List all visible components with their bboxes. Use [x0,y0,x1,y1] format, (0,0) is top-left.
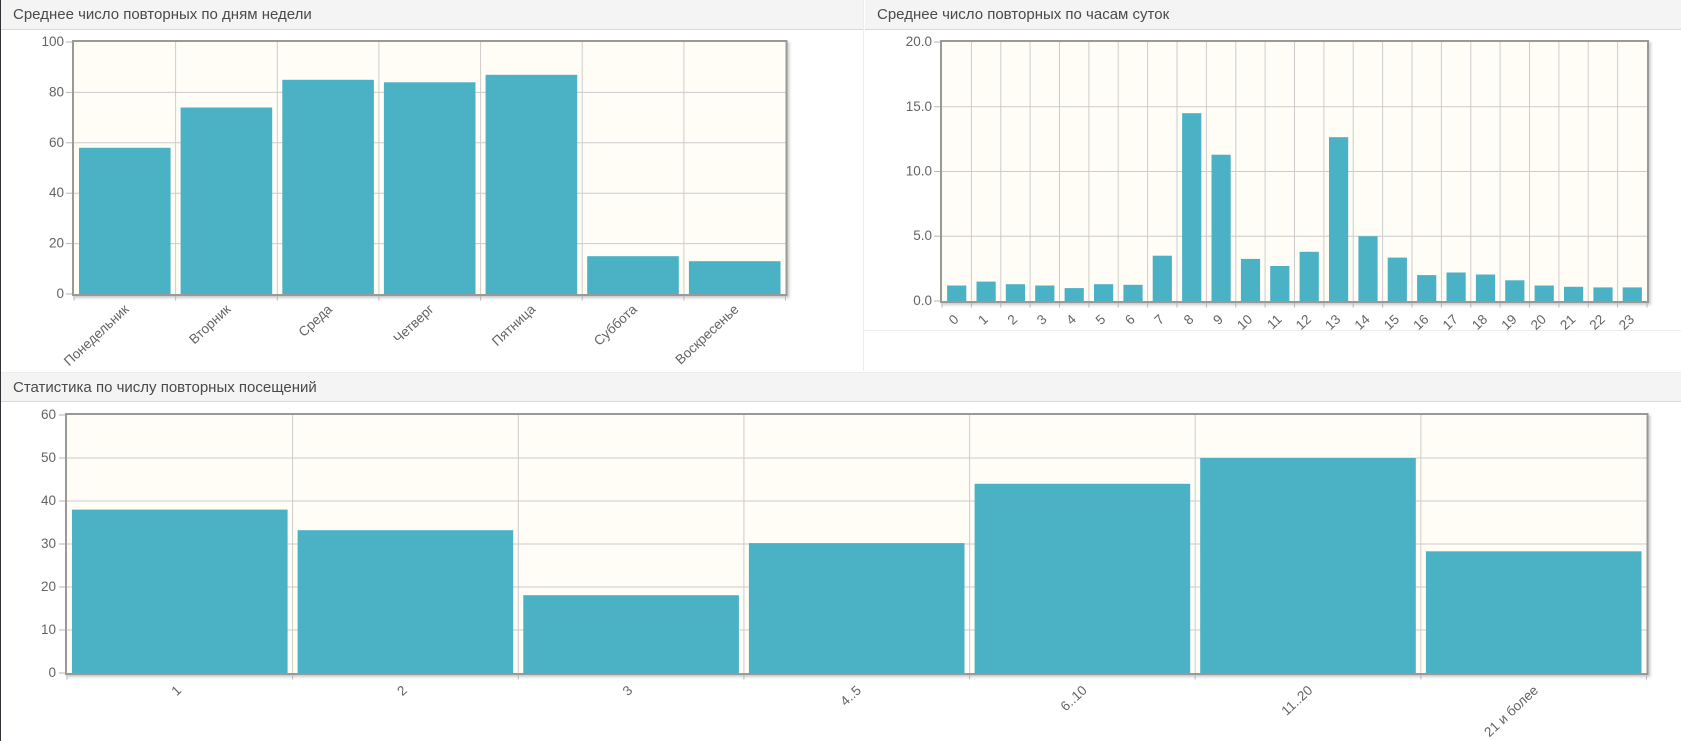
svg-text:50: 50 [41,450,56,465]
svg-text:0: 0 [56,286,64,301]
svg-text:80: 80 [49,84,64,99]
svg-text:20: 20 [1528,312,1549,333]
svg-text:Суббота: Суббота [591,301,640,348]
svg-text:7: 7 [1151,312,1167,328]
svg-text:60: 60 [41,407,56,422]
svg-text:15: 15 [1381,312,1402,333]
svg-text:0.0: 0.0 [913,293,932,308]
svg-text:Понедельник: Понедельник [61,301,132,368]
svg-text:6..10: 6..10 [1058,683,1090,714]
svg-text:30: 30 [41,536,56,551]
svg-text:5.0: 5.0 [913,228,932,243]
svg-text:5: 5 [1093,312,1109,328]
svg-text:21 и более: 21 и более [1481,683,1541,740]
svg-text:9: 9 [1210,312,1226,328]
svg-text:3: 3 [1034,312,1050,328]
svg-text:12: 12 [1293,312,1314,333]
svg-text:1: 1 [168,683,184,699]
svg-text:100: 100 [41,34,64,49]
svg-text:21: 21 [1557,312,1578,333]
svg-text:Вторник: Вторник [186,301,233,346]
svg-text:1: 1 [975,312,991,328]
svg-text:11: 11 [1264,312,1284,333]
svg-text:0: 0 [48,665,56,680]
svg-text:20: 20 [49,236,64,251]
svg-text:10: 10 [1234,312,1255,333]
svg-text:18: 18 [1469,312,1490,333]
svg-text:Пятница: Пятница [489,301,539,349]
svg-text:Среда: Среда [296,301,336,339]
svg-text:Четверг: Четверг [390,301,436,346]
svg-text:40: 40 [41,493,56,508]
svg-text:15.0: 15.0 [906,99,932,114]
svg-text:20: 20 [41,579,56,594]
svg-text:19: 19 [1498,312,1519,333]
svg-text:2: 2 [394,683,410,699]
svg-text:16: 16 [1410,312,1431,333]
svg-text:17: 17 [1440,312,1461,333]
svg-text:2: 2 [1005,312,1021,328]
svg-text:11..20: 11..20 [1278,683,1315,719]
svg-text:3: 3 [620,683,636,699]
svg-text:10.0: 10.0 [906,164,932,179]
svg-text:60: 60 [49,135,64,150]
svg-text:0: 0 [946,312,962,328]
svg-text:40: 40 [49,185,64,200]
svg-text:10: 10 [41,622,56,637]
svg-text:14: 14 [1352,311,1374,333]
svg-text:4..5: 4..5 [837,683,864,709]
svg-text:22: 22 [1587,312,1608,333]
svg-text:20.0: 20.0 [906,34,932,49]
svg-text:8: 8 [1181,312,1197,328]
svg-text:Воскресенье: Воскресенье [672,302,741,368]
svg-text:23: 23 [1616,312,1637,333]
svg-text:6: 6 [1122,312,1138,328]
svg-text:4: 4 [1063,311,1079,327]
svg-text:13: 13 [1322,312,1343,333]
